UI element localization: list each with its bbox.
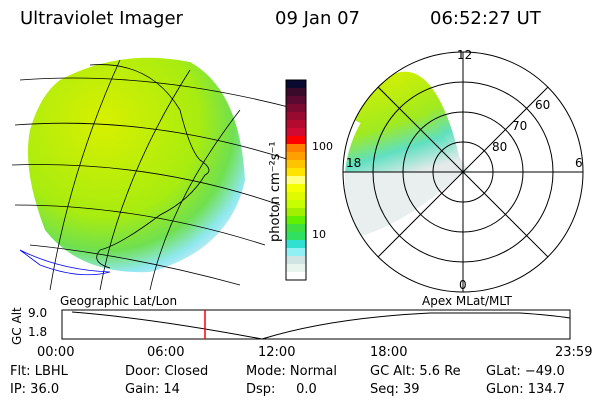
info-seq: Seq: 39: [370, 382, 420, 397]
colorbar-segment: [286, 152, 306, 161]
colorbar-segment: [286, 232, 306, 241]
timeline-ylabel: GC Alt: [10, 307, 24, 345]
lat-label-70: 70: [512, 119, 528, 133]
info-mode: Mode: Normal: [246, 364, 337, 379]
xtick: 06:00: [147, 345, 185, 360]
colorbar-segment: [286, 80, 306, 89]
polar-plot: [342, 51, 584, 293]
xtick: 18:00: [370, 345, 408, 360]
colorbar-segment: [286, 224, 306, 233]
info-glon: GLon: 134.7: [486, 382, 566, 397]
instrument-title: Ultraviolet Imager: [20, 8, 183, 29]
colorbar-segment: [286, 176, 306, 185]
colorbar-segment: [286, 112, 306, 121]
colorbar-segment: [286, 160, 306, 169]
xtick: 12:00: [258, 345, 296, 360]
colorbar-tick: 10: [312, 228, 326, 241]
colorbar-segment: [286, 264, 306, 273]
colorbar-segment: [286, 256, 306, 265]
info-flt: Flt: LBHL: [10, 364, 68, 379]
colorbar-segment: [286, 208, 306, 217]
lat-label-60: 60: [535, 98, 551, 112]
colorbar-frame: [285, 79, 307, 281]
ytick: 1.8: [28, 325, 48, 339]
apex-label: Apex MLat/MLT: [422, 294, 512, 308]
colorbar-segment: [286, 128, 306, 137]
geographic-image: [11, 57, 301, 291]
colorbar-segment: [286, 120, 306, 129]
mlt-label-6: 6: [575, 156, 583, 170]
colorbar-segment: [286, 192, 306, 201]
info-glat: GLat: −49.0: [486, 364, 565, 379]
date-label: 09 Jan 07: [275, 8, 360, 29]
colorbar: [285, 79, 307, 281]
mlt-label-0: 0: [459, 278, 467, 292]
colorbar-segment: [286, 88, 306, 97]
colorbar-segment: [286, 144, 306, 153]
altitude-timeline: [61, 309, 571, 340]
info-door: Door: Closed: [125, 364, 209, 379]
info-gain: Gain: 14: [125, 382, 180, 397]
colorbar-segment: [286, 240, 306, 249]
xtick: 23:59: [555, 345, 593, 360]
colorbar-segment: [286, 168, 306, 177]
colorbar-segment: [286, 136, 306, 145]
colorbar-segment: [286, 96, 306, 105]
info-ip: IP: 36.0: [10, 382, 60, 397]
ytick: 9.0: [28, 306, 48, 320]
colorbar-segment: [286, 272, 306, 281]
colorbar-segment: [286, 184, 306, 193]
colorbar-label: photon cm⁻²s⁻¹: [268, 141, 283, 242]
mlt-label-12: 12: [457, 48, 473, 62]
time-label: 06:52:27 UT: [430, 8, 541, 29]
colorbar-segment: [286, 216, 306, 225]
colorbar-tick: 100: [312, 140, 333, 153]
colorbar-segment: [286, 104, 306, 113]
xtick: 00:00: [37, 345, 75, 360]
colorbar-segment: [286, 200, 306, 209]
info-gcalt: GC Alt: 5.6 Re: [370, 364, 461, 379]
colorbar-segment: [286, 248, 306, 257]
mlt-label-18: 18: [346, 156, 362, 170]
lat-label-80: 80: [492, 140, 508, 154]
info-dsp: Dsp: 0.0: [246, 382, 317, 397]
geo-label: Geographic Lat/Lon: [60, 294, 178, 308]
